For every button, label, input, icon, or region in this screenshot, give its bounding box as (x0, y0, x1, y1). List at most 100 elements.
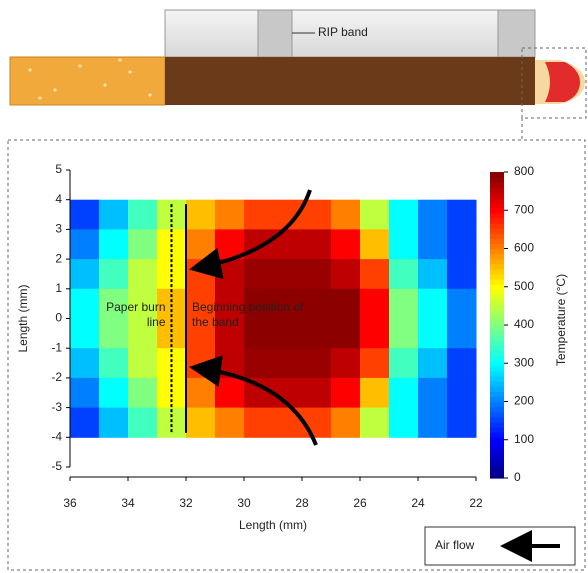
colorbar-step (490, 421, 504, 428)
colorbar-step (490, 391, 504, 397)
y-tick-label: -5 (51, 459, 62, 473)
heat-cell (128, 348, 158, 379)
heat-cell (389, 407, 419, 438)
y-tick-label: -1 (51, 340, 62, 354)
colorbar-tick-label: 500 (514, 279, 534, 293)
colorbar-step (490, 177, 504, 183)
heat-cell (215, 199, 245, 230)
heat-cell (360, 259, 390, 290)
heat-cell (447, 348, 477, 379)
heat-cell (360, 407, 390, 438)
colorbar-step (490, 370, 504, 377)
heat-cell (302, 348, 332, 379)
heat-cell (70, 318, 100, 349)
colorbar-tick-label: 0 (514, 470, 521, 484)
heat-cell (331, 199, 361, 230)
colorbar-label: Temperature (°C) (554, 274, 568, 366)
heat-cell (186, 407, 216, 438)
colorbar-step (490, 309, 504, 316)
heat-cell (157, 288, 187, 319)
colorbar-step (490, 243, 504, 250)
colorbar-step (490, 274, 504, 280)
colorbar-step (490, 452, 504, 459)
flow-arrow (189, 355, 318, 446)
heat-cell (70, 377, 100, 409)
zoom-box (521, 47, 587, 119)
heat-cell (447, 288, 477, 319)
colorbar-step (490, 411, 504, 418)
ember (545, 62, 580, 102)
band-segment (497, 9, 536, 58)
heat-cell (99, 199, 129, 230)
heat-cell (418, 288, 448, 319)
heat-cell (99, 377, 129, 409)
heat-cell (157, 318, 187, 349)
heat-cell (302, 259, 332, 290)
heat-cell (186, 377, 216, 409)
filter-dots (28, 58, 152, 100)
heat-cell (70, 288, 100, 319)
y-tick-label: 1 (55, 281, 62, 295)
heat-cell (99, 348, 129, 379)
colorbar-step (490, 381, 504, 387)
colorbar-step (490, 202, 504, 209)
colorbar-tick-label: 400 (514, 317, 534, 331)
heat-cell (70, 259, 100, 290)
heat-cell (418, 348, 448, 379)
heat-cell (128, 318, 158, 349)
heat-cell (273, 288, 303, 319)
heat-cell (389, 348, 419, 379)
heat-cell (331, 407, 361, 438)
heat-cell (331, 288, 361, 319)
heat-cell (128, 377, 158, 409)
heat-cell (244, 348, 274, 379)
colorbar-step (490, 207, 504, 214)
heat-cell (186, 199, 216, 230)
heat-cell (389, 318, 419, 349)
colorbar-step (490, 462, 504, 469)
heat-cell (244, 407, 274, 438)
heat-cell (447, 229, 477, 260)
colorbar-step (490, 386, 504, 392)
colorbar-step (490, 238, 504, 244)
heat-cell (360, 288, 390, 319)
heat-cell (302, 407, 332, 438)
colorbar-step (490, 304, 504, 311)
heat-cell (99, 259, 129, 290)
heat-cell (99, 229, 129, 260)
x-tick-label: 32 (179, 496, 193, 510)
heat-cell (447, 377, 477, 409)
heat-cell (360, 229, 390, 260)
colorbar-step (490, 467, 504, 474)
heat-cell (360, 348, 390, 379)
colorbar-step (490, 416, 504, 423)
heat-cell (331, 229, 361, 260)
heat-cell (99, 288, 129, 319)
heat-cell (447, 199, 477, 230)
heat-cell (157, 377, 187, 409)
colorbar-step (490, 212, 504, 219)
heat-cell (389, 377, 419, 409)
heat-cell (70, 229, 100, 260)
heat-cell (99, 318, 129, 349)
heat-cell (418, 377, 448, 409)
heat-cell (302, 318, 332, 349)
colorbar-step (490, 284, 504, 290)
heat-cell (215, 288, 245, 319)
x-tick-label: 28 (295, 496, 309, 510)
filter (9, 56, 166, 106)
x-tick-label: 30 (237, 496, 251, 510)
heat-cell (302, 377, 332, 409)
rip-band (164, 9, 536, 58)
heat-cell (360, 318, 390, 349)
heat-cell (418, 318, 448, 349)
x-tick-label: 34 (121, 496, 135, 510)
heat-cell (273, 318, 303, 349)
colorbar-step (490, 217, 504, 224)
colorbar-step (490, 258, 504, 265)
heat-cell (70, 199, 100, 230)
colorbar-step (490, 172, 504, 178)
heat-cell (302, 288, 332, 319)
colorbar-step (490, 319, 504, 326)
